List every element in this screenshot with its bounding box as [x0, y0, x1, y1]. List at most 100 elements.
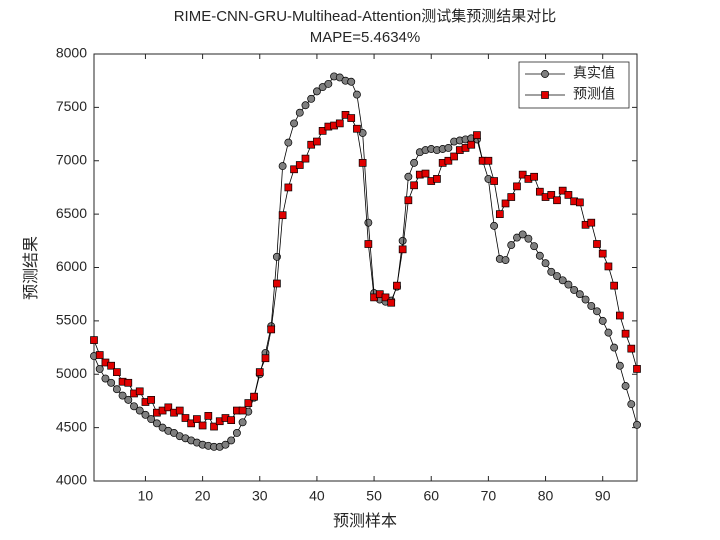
marker: [501, 199, 510, 208]
marker: [267, 325, 276, 334]
marker: [198, 421, 207, 430]
marker: [633, 420, 641, 429]
x-tick-label: 60: [423, 488, 439, 504]
marker: [141, 410, 150, 419]
marker: [575, 198, 584, 207]
marker: [204, 412, 213, 420]
marker: [290, 119, 299, 128]
marker: [347, 77, 356, 86]
marker: [507, 241, 516, 250]
marker: [352, 90, 361, 99]
marker: [301, 101, 310, 110]
marker: [633, 365, 641, 373]
chart-subtitle: MAPE=5.4634%: [310, 29, 421, 46]
marker: [313, 137, 321, 146]
marker: [232, 429, 241, 437]
marker: [404, 196, 413, 205]
marker: [112, 385, 121, 394]
marker: [558, 276, 567, 285]
marker: [393, 281, 401, 290]
marker: [107, 378, 116, 387]
marker: [398, 245, 407, 254]
marker: [627, 400, 636, 409]
marker: [250, 392, 258, 401]
plot-frame: [93, 53, 638, 482]
marker: [284, 138, 293, 147]
marker: [564, 280, 573, 289]
marker: [95, 351, 104, 359]
y-tick-label: 5500: [56, 312, 87, 328]
marker: [444, 143, 453, 152]
marker: [284, 183, 293, 192]
marker: [107, 361, 115, 370]
marker: [473, 131, 481, 139]
marker: [324, 79, 333, 88]
marker: [490, 221, 499, 230]
marker: [221, 440, 230, 449]
marker: [95, 364, 104, 373]
x-tick-label: 40: [309, 488, 325, 504]
marker: [364, 240, 373, 248]
y-tick-label: 5000: [56, 365, 87, 381]
marker: [547, 191, 556, 199]
marker: [627, 344, 636, 353]
marker: [610, 281, 618, 290]
marker: [410, 181, 418, 190]
marker: [307, 94, 316, 103]
marker: [587, 301, 596, 310]
marker: [541, 259, 550, 268]
marker: [152, 419, 161, 428]
marker: [381, 293, 390, 302]
marker: [387, 298, 396, 307]
marker: [278, 162, 287, 171]
marker: [238, 406, 247, 415]
y-tick-label: 4000: [56, 472, 87, 488]
marker: [181, 414, 190, 422]
marker: [604, 328, 613, 337]
marker: [90, 336, 98, 344]
marker: [518, 170, 527, 179]
marker: [164, 403, 173, 412]
legend-label: 真实值: [573, 65, 615, 81]
y-tick-label: 7500: [56, 98, 87, 114]
y-tick-label: 8000: [56, 45, 87, 61]
marker: [495, 210, 504, 218]
marker: [575, 290, 584, 299]
marker: [135, 387, 144, 396]
marker: [124, 395, 133, 404]
marker: [621, 382, 630, 390]
marker: [130, 402, 138, 411]
marker: [616, 311, 624, 320]
marker: [295, 108, 304, 117]
marker: [193, 415, 201, 423]
marker: [398, 236, 407, 245]
marker: [421, 169, 430, 178]
marker: [404, 172, 413, 181]
marker: [210, 422, 218, 431]
marker: [124, 378, 133, 387]
marker: [113, 368, 121, 376]
chart-title: RIME-CNN-GRU-Multihead-Attention测试集预测结果对…: [174, 8, 557, 25]
marker: [261, 354, 270, 363]
marker: [147, 396, 156, 404]
marker: [535, 251, 544, 260]
marker: [587, 218, 596, 227]
marker: [135, 406, 144, 415]
x-tick-label: 50: [366, 488, 382, 504]
marker: [598, 249, 607, 258]
marker: [450, 152, 458, 161]
marker: [335, 119, 344, 128]
marker: [238, 418, 247, 427]
x-tick-label: 20: [195, 488, 211, 504]
marker: [553, 196, 561, 205]
x-tick-label: 90: [595, 488, 611, 504]
y-tick-label: 6000: [56, 258, 87, 274]
marker: [490, 177, 498, 185]
marker: [581, 295, 590, 304]
marker: [353, 124, 361, 133]
marker: [187, 419, 196, 428]
legend-marker: [541, 70, 549, 78]
marker: [553, 272, 561, 280]
marker: [301, 154, 310, 163]
marker: [598, 316, 607, 325]
